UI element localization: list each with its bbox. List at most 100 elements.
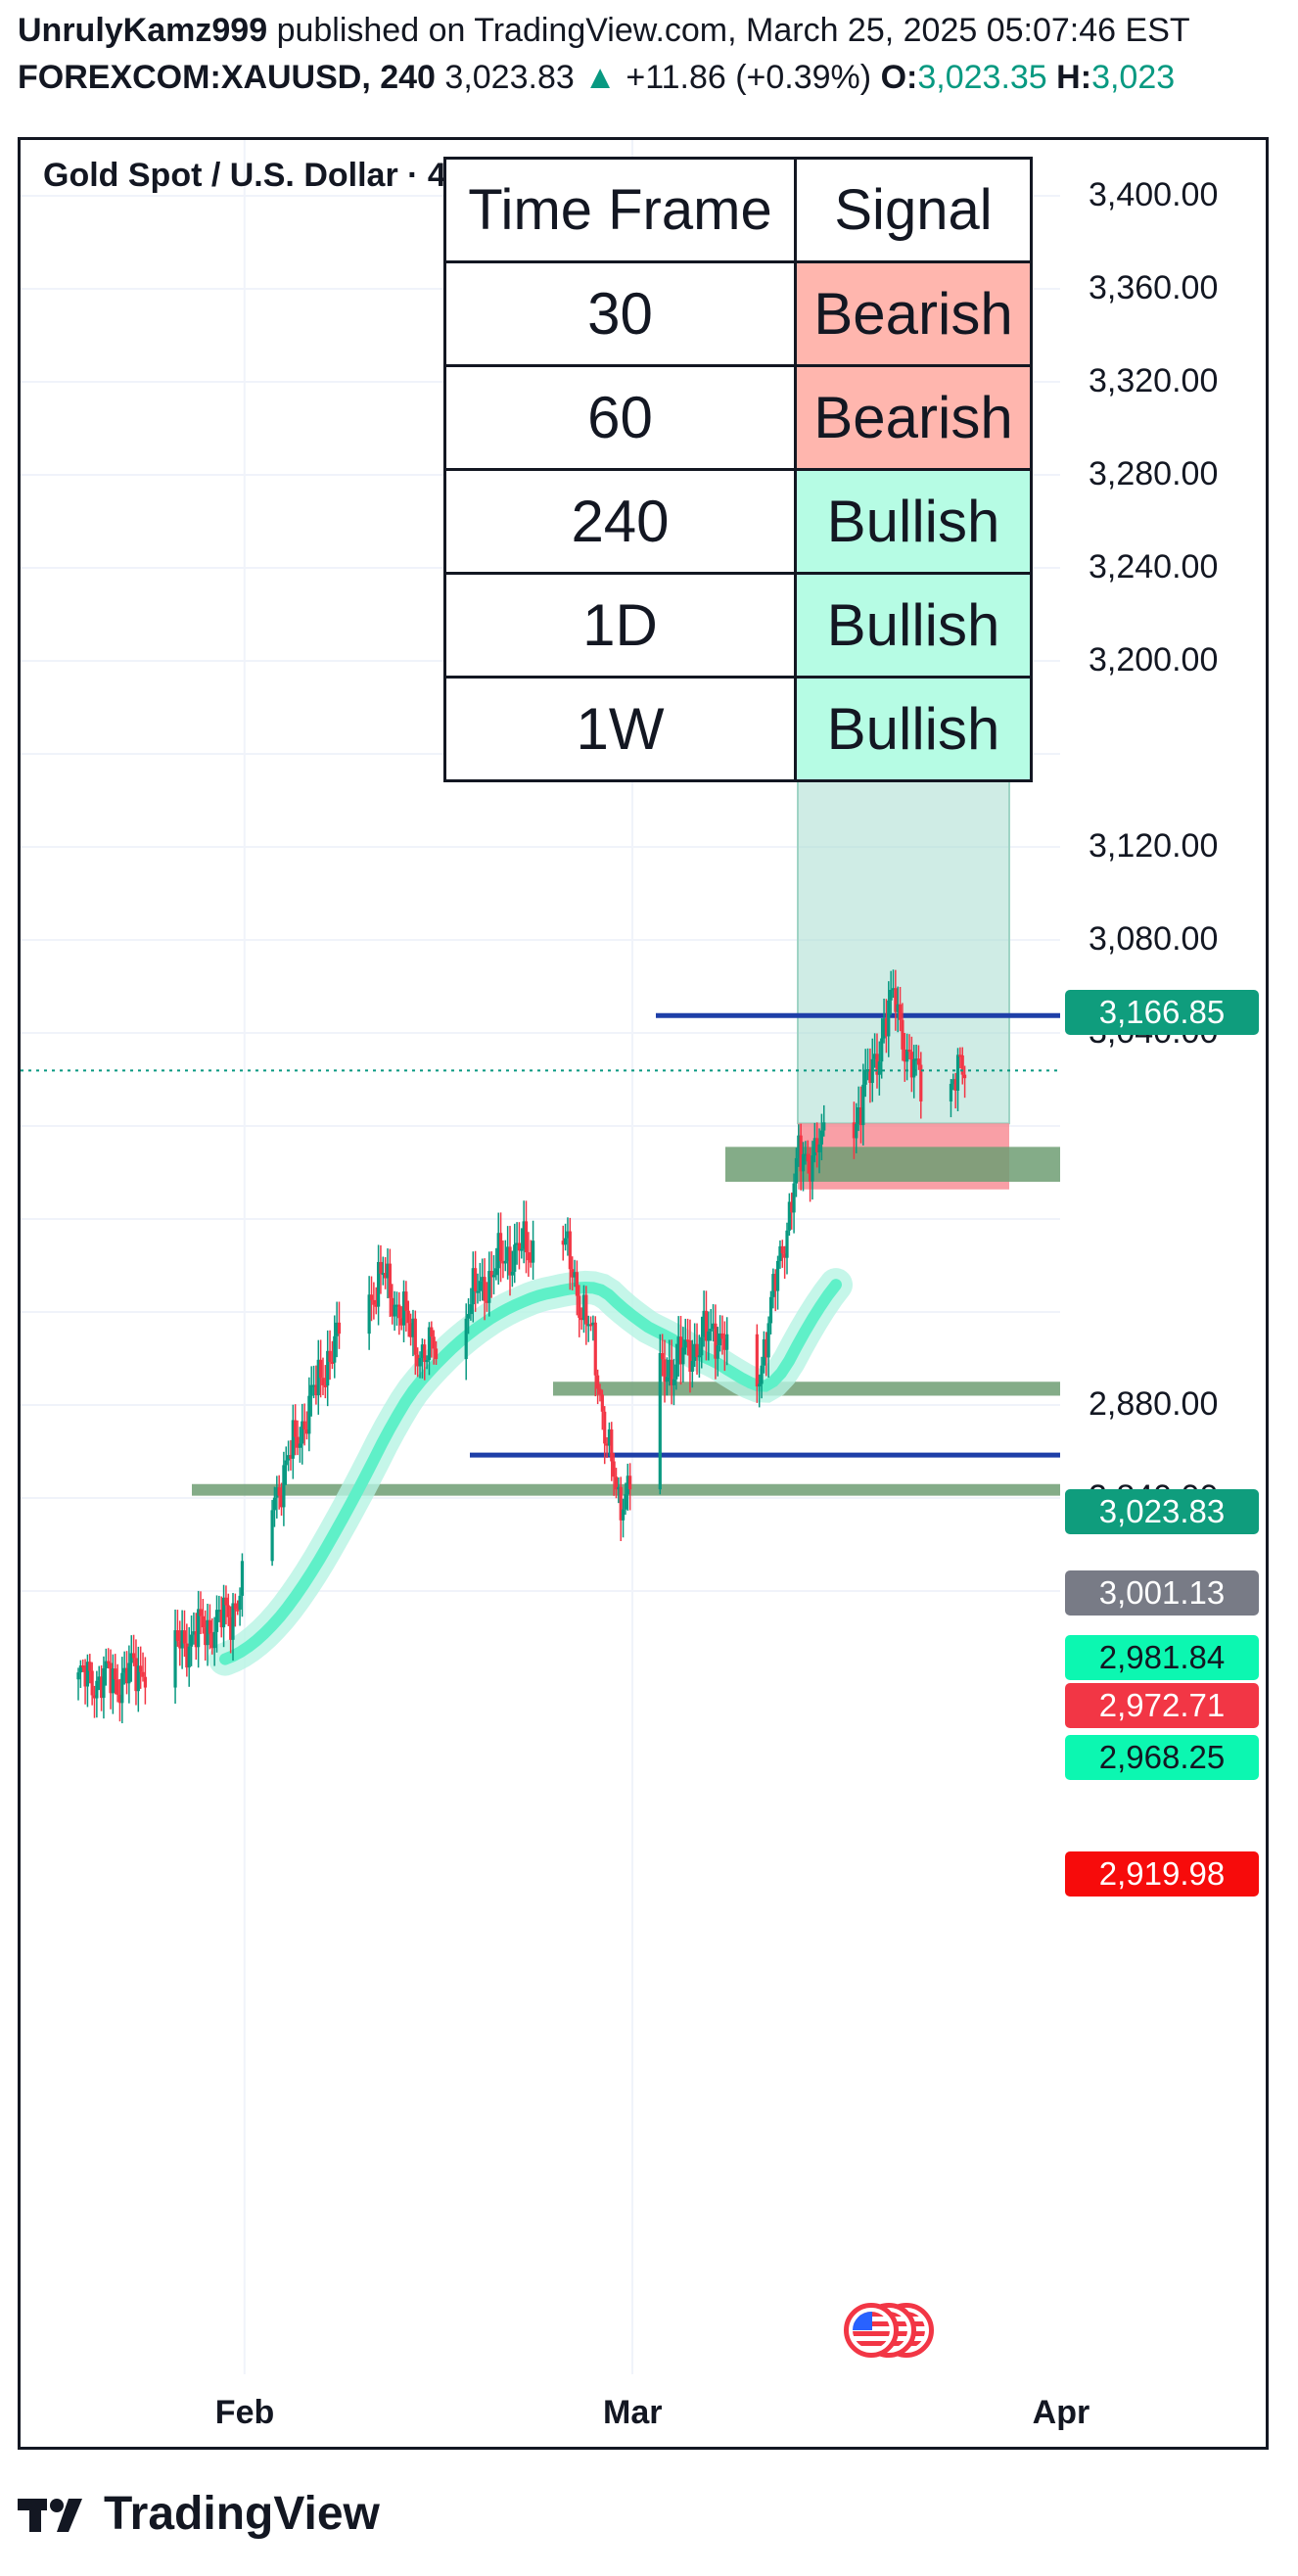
candle xyxy=(386,1263,390,1279)
candle xyxy=(430,1327,434,1337)
candle xyxy=(337,1322,342,1335)
candle xyxy=(289,1455,293,1459)
candle xyxy=(270,1510,274,1562)
candle xyxy=(187,1646,191,1668)
candle xyxy=(700,1336,704,1356)
candle xyxy=(309,1384,313,1396)
y-tick-label: 3,120.00 xyxy=(1089,827,1219,865)
candle xyxy=(758,1383,762,1387)
up-arrow-icon: ▲ xyxy=(583,59,617,96)
candle xyxy=(379,1261,383,1274)
candle xyxy=(858,1107,863,1126)
candle xyxy=(330,1361,335,1364)
candle xyxy=(674,1364,678,1380)
header-time-frame: Time Frame xyxy=(443,157,797,263)
candle xyxy=(596,1375,600,1389)
demand-zone xyxy=(725,1147,1060,1182)
time-frame-cell: 60 xyxy=(443,364,797,471)
candle xyxy=(413,1318,417,1355)
candle xyxy=(861,1084,865,1126)
candle xyxy=(603,1411,607,1444)
time-frame-cell: 30 xyxy=(443,260,797,367)
candle xyxy=(794,1157,799,1184)
candle xyxy=(581,1294,586,1321)
candle xyxy=(321,1378,325,1385)
candle xyxy=(132,1653,136,1659)
price-change: +11.86 (+0.39%) xyxy=(626,59,872,96)
candle xyxy=(882,1018,886,1039)
candle xyxy=(189,1634,194,1647)
signal-row: 1W Bullish xyxy=(443,676,1033,782)
candle xyxy=(919,1064,923,1101)
symbol-line: FOREXCOM:XAUUSD, 240 3,023.83 ▲ +11.86 (… xyxy=(18,59,1175,97)
candle xyxy=(610,1429,614,1462)
candle xyxy=(229,1616,233,1640)
us-flag-icon[interactable] xyxy=(844,2303,899,2358)
signal-row: 30 Bearish xyxy=(443,260,1033,367)
candle xyxy=(949,1084,953,1101)
tradingview-logo-icon xyxy=(18,2498,82,2532)
candle xyxy=(92,1695,97,1699)
x-tick-label: Mar xyxy=(603,2394,663,2431)
candle xyxy=(790,1201,794,1213)
candle xyxy=(515,1242,519,1245)
candle xyxy=(474,1268,478,1291)
candle xyxy=(806,1153,810,1162)
candle xyxy=(307,1395,311,1434)
candle xyxy=(863,1069,867,1085)
candle xyxy=(76,1672,80,1680)
candle xyxy=(612,1461,616,1477)
candle xyxy=(575,1272,579,1296)
candle xyxy=(374,1304,378,1307)
published-text: published on TradingView.com, March 25, … xyxy=(276,12,1190,49)
candle xyxy=(811,1155,814,1182)
demand-zone xyxy=(553,1382,1060,1396)
candle xyxy=(755,1334,759,1387)
symbol-label[interactable]: FOREXCOM:XAUUSD, 240 xyxy=(18,59,436,96)
chart-frame xyxy=(18,137,1269,2450)
candle xyxy=(434,1348,439,1360)
candle xyxy=(626,1475,629,1495)
candle xyxy=(494,1268,498,1276)
candle xyxy=(586,1324,590,1327)
candle xyxy=(955,1054,960,1091)
candle xyxy=(916,1058,921,1065)
candle xyxy=(311,1384,316,1387)
candle xyxy=(617,1486,621,1490)
candle xyxy=(958,1054,962,1057)
candle xyxy=(909,1052,913,1078)
candle xyxy=(907,1050,911,1053)
candle xyxy=(238,1595,242,1610)
time-frame-cell: 1W xyxy=(443,676,797,782)
candle xyxy=(506,1246,510,1261)
y-tick-label: 3,240.00 xyxy=(1089,548,1219,585)
candle xyxy=(175,1630,180,1642)
y-tick-label: 3,080.00 xyxy=(1089,920,1219,958)
candle xyxy=(99,1676,104,1699)
price-tag: 3,166.85 xyxy=(1065,990,1259,1035)
candle xyxy=(180,1630,184,1649)
candle xyxy=(302,1421,306,1429)
candle xyxy=(522,1221,526,1249)
candle xyxy=(136,1665,140,1692)
candle xyxy=(335,1322,339,1336)
candle xyxy=(593,1322,597,1376)
candle xyxy=(102,1667,106,1699)
author-name[interactable]: UnrulyKamz999 xyxy=(18,12,268,49)
candle xyxy=(681,1347,685,1365)
candle xyxy=(792,1183,796,1213)
trend-ribbon-core xyxy=(219,1279,842,1665)
candle xyxy=(787,1201,791,1231)
candle xyxy=(287,1455,291,1461)
candle xyxy=(231,1603,235,1640)
candle xyxy=(819,1130,823,1145)
candle xyxy=(469,1304,473,1315)
candle xyxy=(621,1509,626,1521)
candle xyxy=(236,1609,240,1612)
tradingview-logo[interactable]: TradingView xyxy=(18,2487,380,2541)
candle xyxy=(185,1643,189,1668)
candle xyxy=(725,1334,729,1350)
candle xyxy=(658,1352,662,1490)
candle xyxy=(808,1161,812,1182)
